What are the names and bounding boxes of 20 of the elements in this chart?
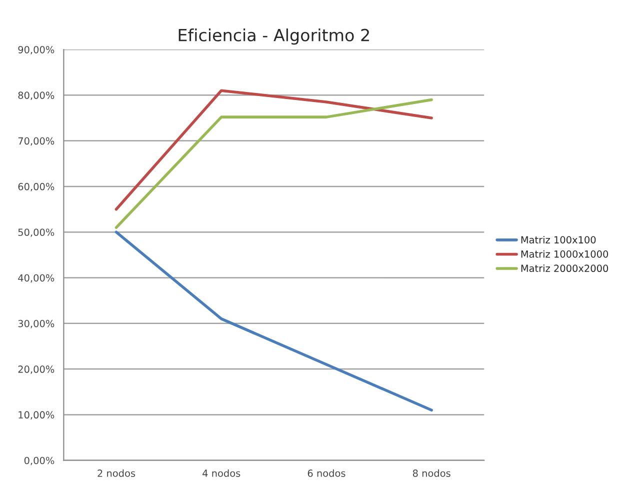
y-tick-label: 20,00% <box>18 366 54 374</box>
x-tick-label: 8 nodos <box>412 469 450 477</box>
y-tick-label: 50,00% <box>18 228 54 237</box>
x-tick-label: 2 nodos <box>98 469 136 477</box>
line-series <box>114 89 433 211</box>
y-tick-label: 80,00% <box>18 92 54 100</box>
x-tick-label: 4 nodos <box>202 469 240 477</box>
y-tick-label: 60,00% <box>18 182 54 192</box>
legend-label: Matriz 100x100 <box>521 236 596 244</box>
legend-label: Matriz 2000x2000 <box>521 264 608 272</box>
x-tick-label: 6 nodos <box>308 469 346 477</box>
y-tick-label: 10,00% <box>18 411 54 420</box>
y-tick-label: 90,00% <box>18 46 54 54</box>
y-tick-label: 30,00% <box>18 320 54 328</box>
legend-label: Matriz 1000x1000 <box>521 250 608 258</box>
y-tick-label: 40,00% <box>18 274 54 283</box>
chart-title: Eficiencia - Algoritmo 2 <box>178 28 369 45</box>
line-series <box>114 230 433 412</box>
y-tick-label: 70,00% <box>18 137 54 146</box>
y-tick-label: 0,00% <box>24 456 54 466</box>
